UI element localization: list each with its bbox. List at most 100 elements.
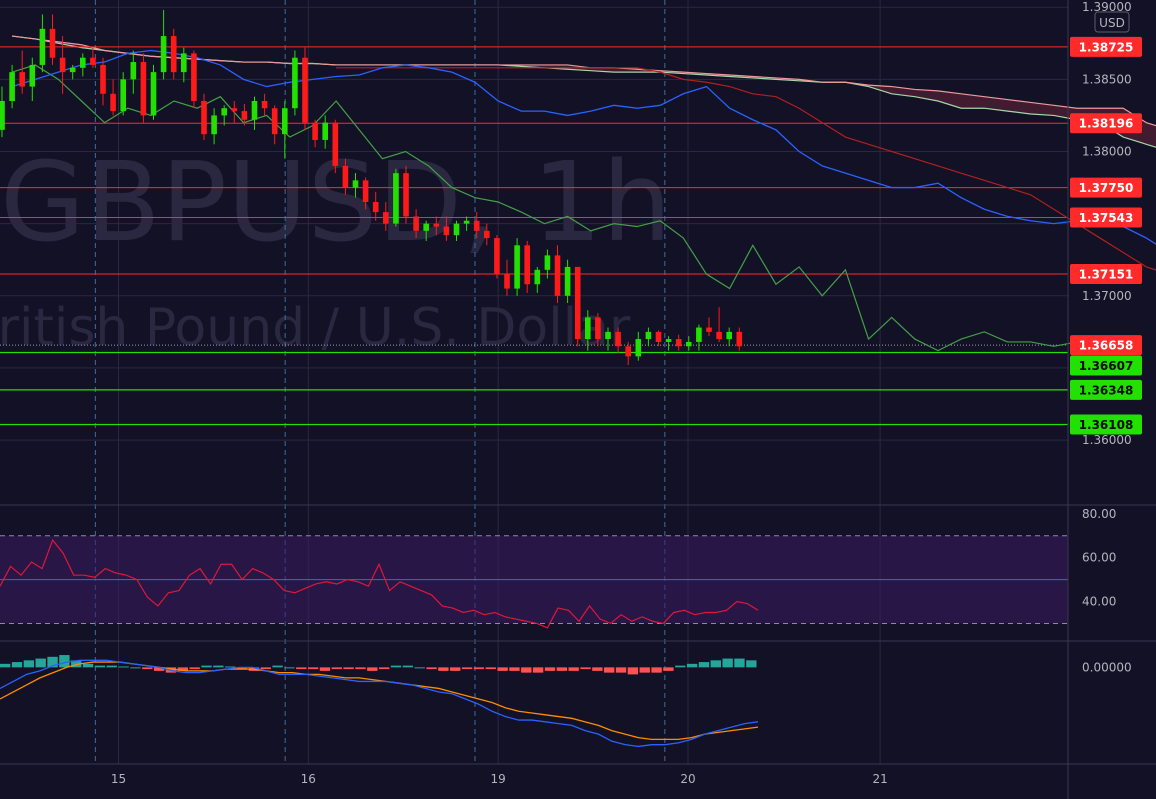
macd-histogram-bar: [414, 667, 425, 669]
candle-body[interactable]: [453, 223, 460, 236]
macd-histogram-bar: [663, 667, 674, 671]
candle-body[interactable]: [635, 339, 642, 357]
candle-body[interactable]: [100, 64, 106, 94]
candle-body[interactable]: [292, 57, 298, 109]
candle-body[interactable]: [564, 266, 571, 296]
macd-histogram-bar: [402, 665, 414, 668]
candle-body[interactable]: [19, 72, 25, 87]
time-axis[interactable]: 15 16 19 20 21: [111, 772, 888, 786]
candle-body[interactable]: [282, 108, 288, 135]
candle-body[interactable]: [322, 122, 328, 140]
candle-body[interactable]: [625, 346, 631, 357]
candle-body[interactable]: [130, 62, 137, 80]
ichimoku-cloud: [11, 35, 1156, 148]
ichimoku-cloud-fill: [12, 36, 1156, 148]
candle-body[interactable]: [191, 53, 197, 101]
candle-body[interactable]: [261, 101, 268, 109]
candle-body[interactable]: [473, 220, 480, 231]
candle-body[interactable]: [675, 339, 682, 347]
candle-body[interactable]: [271, 108, 278, 135]
macd-histogram-bar: [284, 667, 295, 669]
macd-histogram-bar: [485, 667, 496, 670]
candle-body[interactable]: [736, 331, 743, 347]
candle-body[interactable]: [150, 72, 157, 116]
candle-body[interactable]: [372, 202, 379, 213]
candle-body[interactable]: [524, 245, 530, 285]
resistance-tag-label: 1.38725: [1079, 40, 1134, 54]
candle-body[interactable]: [170, 36, 177, 73]
candle-body[interactable]: [393, 173, 399, 224]
candle-body[interactable]: [352, 180, 359, 188]
support-tag-label: 1.36607: [1079, 359, 1134, 373]
candle-body[interactable]: [443, 226, 450, 236]
candle-body[interactable]: [201, 101, 207, 135]
macd-histogram-bar: [23, 660, 35, 668]
candle-body[interactable]: [140, 62, 147, 116]
candle-body[interactable]: [49, 28, 56, 58]
candle-body[interactable]: [383, 212, 389, 224]
candle-body[interactable]: [342, 165, 349, 188]
candle-body[interactable]: [726, 331, 732, 340]
macd-histogram-bar: [450, 667, 461, 671]
candle-body[interactable]: [544, 255, 551, 270]
watermark-subtitle: British Pound / U.S. Dollar: [0, 298, 631, 358]
candle-body[interactable]: [655, 331, 662, 342]
candle-body[interactable]: [90, 57, 96, 65]
macd-histogram-bar: [379, 667, 390, 670]
candle-body[interactable]: [312, 122, 318, 140]
candle-body[interactable]: [302, 57, 308, 123]
candle-body[interactable]: [585, 317, 591, 340]
macd-histogram-bar: [639, 667, 650, 673]
candle-body[interactable]: [463, 220, 470, 224]
candle-body[interactable]: [251, 101, 258, 120]
candle-body[interactable]: [59, 57, 66, 73]
macd-histogram-bar: [544, 667, 556, 671]
candle-body[interactable]: [413, 216, 419, 231]
candle-body[interactable]: [332, 122, 339, 166]
candle-body[interactable]: [595, 317, 601, 340]
candle-body[interactable]: [160, 36, 167, 73]
candle-body[interactable]: [211, 115, 217, 135]
candle-body[interactable]: [574, 266, 581, 340]
candle-body[interactable]: [80, 57, 86, 68]
candle-body[interactable]: [615, 331, 621, 347]
candle-body[interactable]: [9, 72, 15, 101]
candle-body[interactable]: [686, 341, 692, 347]
candle-body[interactable]: [29, 64, 36, 87]
currency-badge[interactable]: [1094, 11, 1130, 33]
candle-body[interactable]: [362, 180, 369, 202]
macd-histogram-bar: [675, 665, 686, 668]
candle-body[interactable]: [120, 79, 126, 112]
candle-body[interactable]: [716, 331, 722, 340]
candle-body[interactable]: [423, 223, 429, 231]
candle-body[interactable]: [484, 230, 490, 239]
macd-histogram-bar: [82, 663, 94, 668]
candle-body[interactable]: [706, 327, 712, 332]
candle-body[interactable]: [181, 53, 187, 73]
resistance-tag: [1070, 263, 1142, 284]
candles[interactable]: [0, 10, 743, 366]
candle-body[interactable]: [494, 238, 500, 275]
candle-body[interactable]: [696, 327, 702, 342]
macd-histogram-bar: [390, 665, 402, 668]
candle-body[interactable]: [433, 223, 440, 227]
candle-body[interactable]: [231, 108, 238, 112]
candle-body[interactable]: [39, 28, 46, 65]
candle-body[interactable]: [514, 245, 520, 289]
candle-body[interactable]: [554, 255, 561, 296]
candle-body[interactable]: [221, 108, 227, 116]
candle-body[interactable]: [0, 101, 5, 130]
candle-body[interactable]: [645, 331, 652, 340]
candle-body[interactable]: [605, 331, 611, 340]
candle-body[interactable]: [534, 269, 541, 285]
candle-body[interactable]: [504, 274, 510, 289]
candle-body[interactable]: [403, 173, 409, 217]
macd-histogram-bar: [296, 667, 307, 670]
candle-body[interactable]: [69, 67, 76, 73]
candle-body[interactable]: [241, 111, 248, 120]
candle-body[interactable]: [665, 339, 672, 342]
macd-tick-label: 0.00000: [1082, 660, 1132, 674]
candle-body[interactable]: [110, 93, 116, 112]
